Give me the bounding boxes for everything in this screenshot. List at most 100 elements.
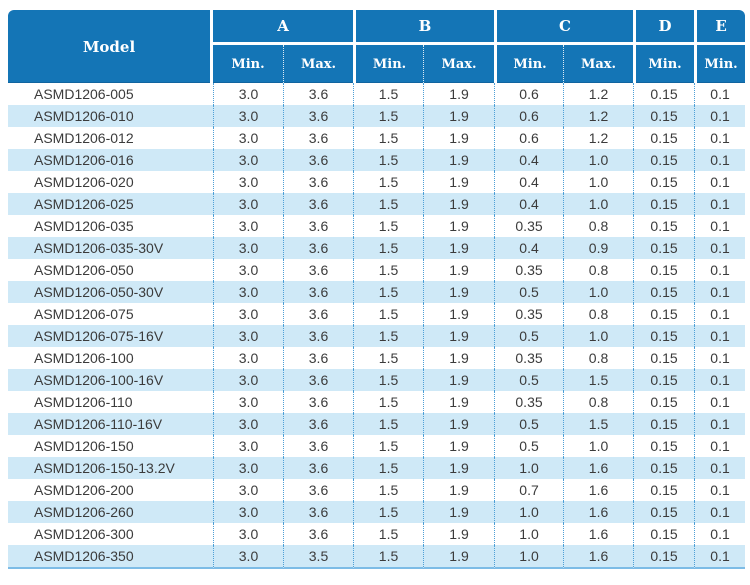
cell-value: 0.9 <box>563 237 634 259</box>
cell-model: ASMD1206-075-16V <box>8 325 213 347</box>
cell-value: 0.1 <box>694 413 746 435</box>
table-row: ASMD1206-110-16V 3.0 3.6 1.5 1.9 0.5 1.5 0.15 0.… <box>8 413 746 435</box>
cell-model: ASMD1206-075 <box>8 303 213 325</box>
cell-value: 3.0 <box>213 83 283 105</box>
cell-value: 3.6 <box>283 369 354 391</box>
table-row: ASMD1206-012 3.0 3.6 1.5 1.9 0.6 1.2 0.15 0.1 <box>8 127 746 149</box>
cell-value: 1.0 <box>563 149 634 171</box>
table-row: ASMD1206-075-16V 3.0 3.6 1.5 1.9 0.5 1.0 0.15 0.… <box>8 325 746 347</box>
cell-value: 0.6 <box>494 127 564 149</box>
col-group-e: E <box>694 10 746 45</box>
cell-value: 1.6 <box>563 457 634 479</box>
cell-value: 0.1 <box>694 347 746 369</box>
cell-value: 1.0 <box>563 193 634 215</box>
cell-value: 3.6 <box>283 523 354 545</box>
cell-value: 3.6 <box>283 193 354 215</box>
cell-value: 1.9 <box>423 83 495 105</box>
cell-value: 1.0 <box>494 501 564 523</box>
table-body: ASMD1206-005 3.0 3.6 1.5 1.9 0.6 1.2 0.15 0.1 ASM… <box>8 83 746 569</box>
cell-value: 3.0 <box>213 479 283 501</box>
cell-value: 0.35 <box>494 303 564 325</box>
cell-value: 3.6 <box>283 259 354 281</box>
cell-value: 0.15 <box>633 105 695 127</box>
table-row: ASMD1206-200 3.0 3.6 1.5 1.9 0.7 1.6 0.15 0.1 <box>8 479 746 501</box>
cell-value: 0.1 <box>694 435 746 457</box>
cell-value: 1.9 <box>423 171 495 193</box>
cell-value: 0.4 <box>494 171 564 193</box>
cell-value: 3.6 <box>283 105 354 127</box>
table-row: ASMD1206-110 3.0 3.6 1.5 1.9 0.35 0.8 0.15 0.1 <box>8 391 746 413</box>
cell-model: ASMD1206-050 <box>8 259 213 281</box>
cell-value: 1.5 <box>353 479 424 501</box>
cell-value: 0.4 <box>494 193 564 215</box>
cell-value: 0.15 <box>633 259 695 281</box>
cell-value: 1.5 <box>353 281 424 303</box>
table-row: ASMD1206-075 3.0 3.6 1.5 1.9 0.35 0.8 0.15 0.1 <box>8 303 746 325</box>
cell-value: 1.0 <box>494 545 564 569</box>
cell-value: 0.15 <box>633 237 695 259</box>
cell-value: 0.1 <box>694 501 746 523</box>
cell-value: 0.1 <box>694 215 746 237</box>
cell-value: 0.4 <box>494 149 564 171</box>
table-header: Model A B C D E Min. Max. Min. Max. Min.… <box>8 10 746 83</box>
cell-value: 0.15 <box>633 413 695 435</box>
cell-value: 1.9 <box>423 237 495 259</box>
cell-value: 3.6 <box>283 281 354 303</box>
cell-value: 3.0 <box>213 303 283 325</box>
cell-model: ASMD1206-110 <box>8 391 213 413</box>
table-row: ASMD1206-035-30V 3.0 3.6 1.5 1.9 0.4 0.9 0.15 0.… <box>8 237 746 259</box>
table-row: ASMD1206-150 3.0 3.6 1.5 1.9 0.5 1.0 0.15 0.1 <box>8 435 746 457</box>
subheader-a-min: Min. <box>213 45 283 83</box>
cell-value: 1.9 <box>423 325 495 347</box>
cell-value: 1.0 <box>563 435 634 457</box>
cell-model: ASMD1206-350 <box>8 545 213 569</box>
cell-value: 1.5 <box>353 501 424 523</box>
cell-value: 0.1 <box>694 171 746 193</box>
cell-value: 1.9 <box>423 457 495 479</box>
cell-value: 1.9 <box>423 193 495 215</box>
cell-model: ASMD1206-005 <box>8 83 213 105</box>
col-header-model: Model <box>8 10 213 83</box>
col-group-a: A <box>213 10 354 45</box>
cell-value: 1.5 <box>353 347 424 369</box>
cell-value: 1.5 <box>353 105 424 127</box>
cell-model: ASMD1206-035 <box>8 215 213 237</box>
cell-value: 1.5 <box>563 413 634 435</box>
cell-value: 1.5 <box>353 413 424 435</box>
col-group-d: D <box>633 10 695 45</box>
cell-value: 1.9 <box>423 435 495 457</box>
table-row: ASMD1206-020 3.0 3.6 1.5 1.9 0.4 1.0 0.15 0.1 <box>8 171 746 193</box>
cell-value: 3.0 <box>213 281 283 303</box>
cell-value: 3.6 <box>283 435 354 457</box>
cell-value: 0.15 <box>633 523 695 545</box>
cell-value: 1.5 <box>353 83 424 105</box>
cell-value: 0.1 <box>694 149 746 171</box>
cell-value: 3.6 <box>283 479 354 501</box>
cell-value: 0.15 <box>633 435 695 457</box>
cell-value: 0.5 <box>494 325 564 347</box>
cell-value: 1.0 <box>494 457 564 479</box>
cell-value: 1.0 <box>494 523 564 545</box>
cell-value: 3.6 <box>283 413 354 435</box>
table-row: ASMD1206-100-16V 3.0 3.6 1.5 1.9 0.5 1.5 0.15 0.… <box>8 369 746 391</box>
cell-value: 1.9 <box>423 259 495 281</box>
cell-value: 1.5 <box>353 457 424 479</box>
cell-value: 0.15 <box>633 347 695 369</box>
cell-value: 3.6 <box>283 215 354 237</box>
cell-model: ASMD1206-200 <box>8 479 213 501</box>
cell-value: 1.6 <box>563 523 634 545</box>
cell-value: 0.4 <box>494 237 564 259</box>
spec-table-container: Model A B C D E Min. Max. Min. Max. Min.… <box>8 10 746 569</box>
cell-value: 3.5 <box>283 545 354 569</box>
col-group-c: C <box>494 10 634 45</box>
cell-model: ASMD1206-300 <box>8 523 213 545</box>
cell-value: 1.6 <box>563 479 634 501</box>
cell-model: ASMD1206-100 <box>8 347 213 369</box>
cell-value: 1.5 <box>353 545 424 569</box>
cell-value: 3.6 <box>283 237 354 259</box>
cell-value: 1.5 <box>353 325 424 347</box>
cell-value: 1.2 <box>563 127 634 149</box>
cell-value: 0.1 <box>694 523 746 545</box>
cell-value: 1.5 <box>353 391 424 413</box>
cell-model: ASMD1206-012 <box>8 127 213 149</box>
